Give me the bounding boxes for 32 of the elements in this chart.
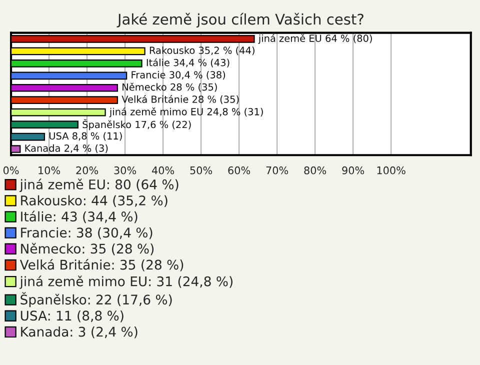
x-tick-label: 10% bbox=[38, 166, 60, 174]
legend-label: Německo: 35 (28 %) bbox=[21, 242, 154, 256]
x-tick-label: 60% bbox=[228, 166, 250, 174]
data-label: Velká Británie 28 % (35) bbox=[122, 95, 239, 104]
legend-label: Rakousko: 44 (35,2 %) bbox=[21, 195, 168, 208]
x-tick-label: 50% bbox=[190, 166, 212, 174]
legend-label: Itálie: 43 (34,4 %) bbox=[21, 210, 138, 224]
data-label: Rakousko 35,2 % (44) bbox=[150, 46, 254, 56]
x-tick-label: 20% bbox=[76, 166, 98, 174]
data-label: Francie 30,4 % (38) bbox=[132, 70, 226, 80]
legend-label: Kanada: 3 (2,4 %) bbox=[21, 326, 138, 338]
legend-label: Velká Británie: 35 (28 %) bbox=[20, 258, 184, 272]
legend-label: Francie: 38 (30,4 %) bbox=[21, 227, 152, 240]
legend-label: jiná země mimo EU: 31 (24,8 %) bbox=[20, 276, 232, 289]
data-label: Španělsko 17,6 % (22) bbox=[82, 119, 191, 130]
x-tick-label: 40% bbox=[152, 166, 174, 174]
data-label: jiná země mimo EU 24,8 % (31) bbox=[109, 107, 263, 118]
legend-label: Španělsko: 22 (17,6 %) bbox=[20, 292, 172, 308]
chart-title: Jaké země jsou cílem Vašich cest? bbox=[116, 12, 364, 28]
x-tick-label: 80% bbox=[304, 166, 326, 174]
data-label: Itálie 34,4 % (43) bbox=[146, 58, 230, 68]
x-tick-label: 70% bbox=[266, 166, 288, 174]
x-tick-label: 90% bbox=[342, 166, 364, 174]
data-label: jiná země EU 64 % (80) bbox=[258, 34, 372, 44]
legend-label: jiná země EU: 80 (64 %) bbox=[20, 178, 178, 192]
legend-label: USA: 11 (8,8 %) bbox=[20, 310, 124, 322]
data-label: USA 8,8 % (11) bbox=[49, 132, 122, 141]
x-tick-label: 0% bbox=[3, 166, 19, 174]
data-label: Německo 28 % (35) bbox=[122, 82, 217, 92]
data-label: Kanada 2,4 % (3) bbox=[25, 144, 108, 153]
x-tick-label: 100% bbox=[377, 166, 406, 174]
x-tick-label: 30% bbox=[114, 166, 136, 174]
